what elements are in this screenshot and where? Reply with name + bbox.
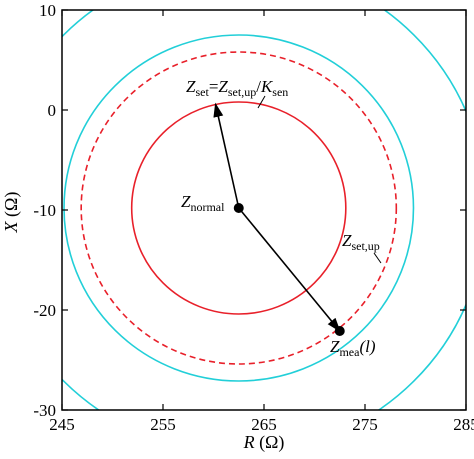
arrows-layer <box>213 102 341 333</box>
x-tick-label: 245 <box>49 415 75 434</box>
plot-frame <box>61 9 467 411</box>
ticks-layer: 245 255 265 275 285 10 0 -10 -20 -30 <box>33 1 474 434</box>
y-tick-label: 10 <box>39 1 56 20</box>
impedance-circle-1 <box>130 101 347 315</box>
x-tick-label: 265 <box>251 415 277 434</box>
point-z-mea <box>334 326 345 336</box>
point-z-normal <box>233 203 244 213</box>
y-tick-label: -30 <box>33 401 56 420</box>
y-tick-label: -20 <box>33 301 56 320</box>
y-tick-label: 0 <box>48 101 57 120</box>
x-tick-label: 285 <box>453 415 474 434</box>
annotation-z-setup-leader <box>373 252 382 264</box>
vector-arrow-2 <box>238 207 341 333</box>
impedance-circle-3 <box>63 34 415 382</box>
x-tick-label: 255 <box>150 415 176 434</box>
annotation-z-mea: Zmea(l) <box>330 337 376 359</box>
y-axis-label: X (Ω) <box>1 192 22 234</box>
annotation-z-setup: Zset,up <box>342 231 380 253</box>
impedance-circle-2 <box>80 51 398 365</box>
annotation-z-set: Zset=Zset,up/Ksen <box>186 77 288 99</box>
x-tick-label: 275 <box>352 415 378 434</box>
vector-arrow-1 <box>213 102 240 209</box>
annotation-z-normal: Znormal <box>181 192 225 214</box>
y-tick-label: -10 <box>33 201 56 220</box>
x-axis-label: R (Ω) <box>243 432 285 453</box>
points-layer <box>233 203 345 336</box>
annotation-z-set-leader <box>257 95 266 109</box>
